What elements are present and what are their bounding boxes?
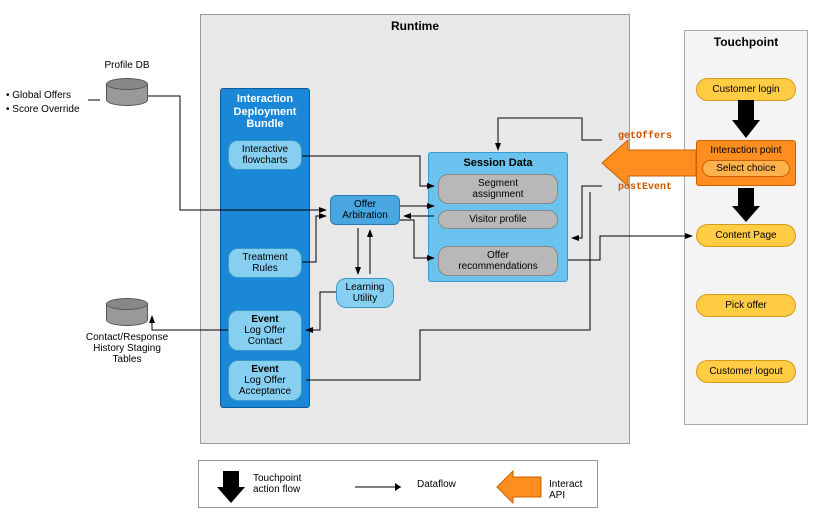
flowcharts-node: Interactive flowcharts bbox=[228, 140, 302, 170]
event2-header: Event bbox=[251, 364, 278, 375]
runtime-title: Runtime bbox=[201, 19, 629, 33]
offer-recs-node: Offer recommendations bbox=[438, 246, 558, 276]
post-event-label: postEvent bbox=[618, 182, 672, 193]
bundle-header: Interaction Deployment Bundle bbox=[225, 93, 305, 131]
profile-db-icon bbox=[106, 78, 148, 106]
pick-offer-node: Pick offer bbox=[696, 294, 796, 317]
event1-header: Event bbox=[251, 314, 278, 325]
bullet-global-offers: • Global Offers bbox=[6, 90, 71, 101]
touchpoint-title: Touchpoint bbox=[685, 35, 807, 49]
legend-touchpoint-flow: Touchpoint action flow bbox=[253, 473, 301, 495]
legend-thick-arrow-icon bbox=[211, 465, 251, 505]
profile-db-label: Profile DB bbox=[86, 60, 168, 71]
event-log-contact-node: Event Log Offer Contact bbox=[228, 310, 302, 351]
legend-thin-arrow-icon bbox=[353, 477, 413, 497]
legend-dataflow: Dataflow bbox=[417, 479, 456, 490]
visitor-profile-node: Visitor profile bbox=[438, 210, 558, 229]
learning-utility-node: Learning Utility bbox=[336, 278, 394, 308]
offer-arbitration-node: Offer Arbitration bbox=[330, 195, 400, 225]
bullet-score-override: • Score Override bbox=[6, 104, 80, 115]
get-offers-label: getOffers bbox=[618, 131, 672, 142]
history-db-icon bbox=[106, 298, 148, 326]
select-choice-node: Select choice bbox=[702, 160, 790, 177]
history-db-label: Contact/Response History Staging Tables bbox=[72, 332, 182, 365]
interaction-point-label: Interaction point bbox=[701, 145, 791, 156]
treatment-node: Treatment Rules bbox=[228, 248, 302, 278]
legend-orange-arrow-icon bbox=[495, 469, 545, 505]
session-header: Session Data bbox=[433, 157, 563, 169]
content-page-node: Content Page bbox=[696, 224, 796, 247]
event2-label: Log Offer Acceptance bbox=[239, 375, 291, 397]
event-log-accept-node: Event Log Offer Acceptance bbox=[228, 360, 302, 401]
segment-assignment-node: Segment assignment bbox=[438, 174, 558, 204]
legend-interact-api: Interact API bbox=[549, 479, 597, 501]
execute-batch-label: executeBatch bbox=[606, 157, 678, 168]
legend-panel: Touchpoint action flow Dataflow Interact… bbox=[198, 460, 598, 508]
event1-label: Log Offer Contact bbox=[244, 325, 286, 347]
customer-logout-node: Customer logout bbox=[696, 360, 796, 383]
customer-login-node: Customer login bbox=[696, 78, 796, 101]
